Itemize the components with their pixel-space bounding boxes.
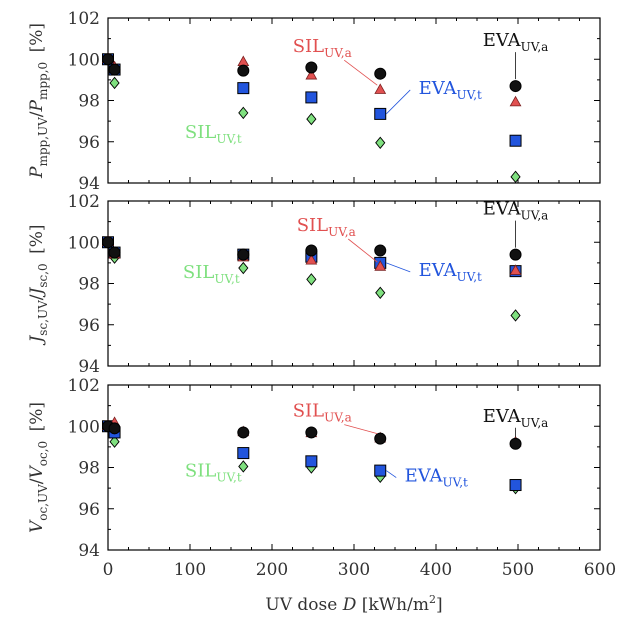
marker-eva-a xyxy=(509,248,522,261)
marker-sil-t xyxy=(109,435,120,448)
annotation-eva-t: EVAUV,t xyxy=(405,466,468,490)
marker-eva-t xyxy=(305,455,318,468)
x-tick-label: 100 xyxy=(174,560,206,580)
y-tick-label: 96 xyxy=(78,500,100,520)
x-tick-label: 200 xyxy=(256,560,288,580)
x-tick-label: 500 xyxy=(502,560,534,580)
annotation-leader xyxy=(343,59,378,86)
marker-eva-a xyxy=(108,422,121,435)
plot-frame xyxy=(107,384,601,551)
annotation-sil-a: SILUV,a xyxy=(293,36,352,60)
y-tick-label: 98 xyxy=(78,275,100,295)
marker-eva-a xyxy=(305,244,318,257)
marker-eva-a xyxy=(374,432,387,445)
y-axis-label: Jsc,UV/Jsc,0 [%] xyxy=(27,224,50,345)
annotation-eva-a: EVAUV,a xyxy=(483,199,549,223)
marker-eva-a xyxy=(237,64,250,77)
panel-3: 94 96 98 100 102 0 100 200 300 400 500 600 Voc,UV/Vo… xyxy=(27,376,616,580)
x-tick-label: 300 xyxy=(338,560,370,580)
y-tick-label: 96 xyxy=(78,316,100,336)
marker-eva-a xyxy=(102,236,114,249)
marker-eva-a xyxy=(374,67,387,80)
x-tick-label: 400 xyxy=(420,560,452,580)
marker-sil-a xyxy=(305,253,318,265)
annotation-eva-t: EVAUV,t xyxy=(419,78,482,102)
annotation-leader xyxy=(344,424,378,435)
marker-sil-a xyxy=(509,95,522,107)
marker-eva-t xyxy=(374,107,387,120)
y-tick-label: 102 xyxy=(68,9,100,29)
annotation-sil-a: SILUV,a xyxy=(293,401,352,425)
y-tick-label: 100 xyxy=(68,233,100,253)
marker-sil-a xyxy=(374,83,387,94)
marker-eva-t xyxy=(305,91,318,104)
marker-sil-t xyxy=(510,309,521,322)
marker-sil-t xyxy=(109,76,120,90)
y-tick-label: 94 xyxy=(78,174,100,194)
marker-eva-a xyxy=(509,80,522,93)
marker-eva-a xyxy=(237,426,250,439)
marker-sil-a xyxy=(509,264,522,275)
y-tick-label: 102 xyxy=(68,192,100,212)
marker-eva-t xyxy=(374,464,387,477)
marker-eva-t xyxy=(509,479,522,492)
annotation-eva-t: EVAUV,t xyxy=(419,260,482,284)
x-axis-label: UV dose D [kWh/m2] xyxy=(265,593,442,615)
x-tick-label: 0 xyxy=(103,560,114,580)
marker-sil-t xyxy=(238,261,249,275)
y-tick-label: 102 xyxy=(68,376,100,396)
marker-sil-t xyxy=(375,136,386,149)
y-tick-label: 100 xyxy=(68,417,100,437)
marker-eva-t xyxy=(237,82,250,95)
marker-sil-t xyxy=(238,106,249,120)
marker-eva-a xyxy=(509,437,522,450)
annotation-leader xyxy=(347,238,378,263)
marker-sil-t xyxy=(510,170,521,184)
marker-sil-t xyxy=(306,273,317,286)
marker-sil-a xyxy=(237,55,250,67)
annotation-sil-t: SILUV,t xyxy=(183,262,240,286)
panel-1: 94 96 98 100 102 Pmpp,UV/Pmpp,0 [%] EVAUV,a SIL… xyxy=(27,9,601,194)
marker-eva-a xyxy=(108,246,121,259)
y-tick-label: 94 xyxy=(78,541,100,561)
marker-eva-a xyxy=(305,61,318,74)
marker-sil-a xyxy=(374,260,387,271)
marker-eva-a xyxy=(374,244,387,257)
y-tick-label: 98 xyxy=(78,459,100,479)
annotation-leader xyxy=(386,262,411,273)
x-tick-label: 600 xyxy=(584,560,616,580)
annotation-eva-a: EVAUV,a xyxy=(483,30,549,54)
marker-eva-t xyxy=(509,134,522,147)
y-tick-label: 98 xyxy=(78,92,100,112)
marker-eva-a xyxy=(108,63,121,76)
marker-eva-t xyxy=(237,447,250,460)
annotation-eva-a: EVAUV,a xyxy=(483,406,549,430)
marker-eva-a xyxy=(305,426,318,439)
marker-sil-t xyxy=(238,460,249,473)
marker-sil-t xyxy=(375,286,386,299)
marker-eva-a xyxy=(237,248,250,261)
annotation-leader xyxy=(385,89,411,115)
annotation-sil-t: SILUV,t xyxy=(185,460,242,484)
annotation-leader xyxy=(386,470,397,478)
y-tick-label: 94 xyxy=(78,357,100,377)
marker-sil-a xyxy=(305,68,318,80)
y-axis-label: Voc,UV/Voc,0 [%] xyxy=(27,402,50,533)
y-axis-label: Pmpp,UV/Pmpp,0 [%] xyxy=(27,23,50,179)
panel-2: 94 96 98 100 102 Jsc,UV/Jsc,0 [%] EVAUV,a SILUV… xyxy=(27,192,601,377)
marker-eva-a xyxy=(102,53,114,66)
annotation-sil-a: SILUV,a xyxy=(297,215,356,239)
y-tick-label: 96 xyxy=(78,133,100,153)
y-tick-label: 100 xyxy=(68,50,100,70)
annotation-sil-t: SILUV,t xyxy=(185,122,242,146)
marker-sil-t xyxy=(306,112,317,126)
